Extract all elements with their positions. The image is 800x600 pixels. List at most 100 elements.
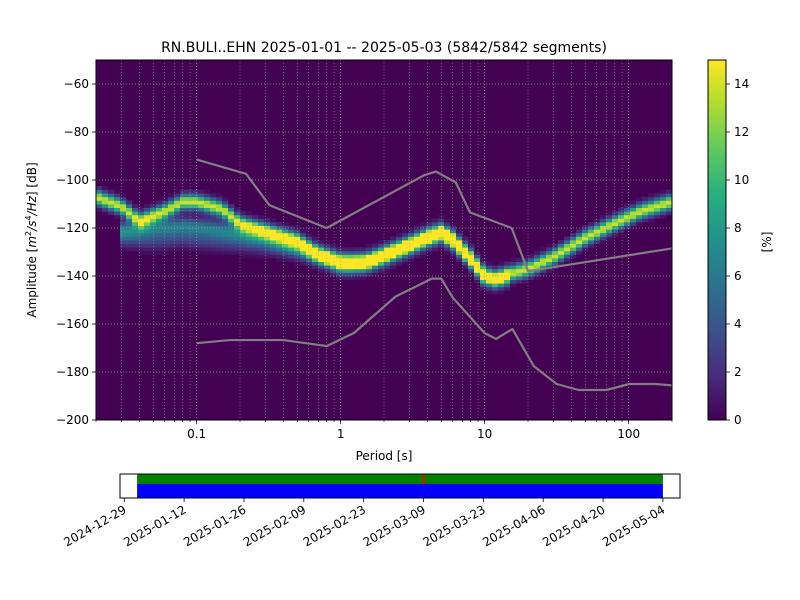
heatmap-cell [216,204,223,208]
heatmap-cell [306,265,313,270]
heatmap-cell [144,236,151,241]
heatmap-cell [414,229,421,234]
heatmap-cell [666,200,672,205]
heatmap-cell [222,240,229,244]
heatmap-cell [588,232,595,237]
heatmap-cell [546,250,553,255]
heatmap-cell [144,211,151,216]
heatmap-cell [528,265,535,270]
heatmap-cell [162,200,169,205]
heatmap-cell [192,236,199,241]
heatmap-cell [582,243,589,248]
heatmap-cell [420,232,427,237]
heatmap-cell [174,240,181,244]
heatmap-cell [396,240,403,244]
heatmap-cell [552,261,559,266]
heatmap-cell [438,243,445,248]
heatmap-cell [372,272,379,277]
heatmap-cell [378,250,385,255]
heatmap-cell [216,193,223,198]
heatmap-cell [198,232,205,237]
heatmap-cell [534,250,541,255]
heatmap-cell [120,247,127,252]
heatmap-cell [168,243,175,248]
heatmap-cell [348,261,355,266]
heatmap-cell [606,222,613,226]
heatmap-cell [312,247,319,252]
heatmap-cell [234,236,241,241]
heatmap-cell [204,229,211,234]
heatmap-cell [246,211,253,216]
heatmap-cell [186,193,193,198]
heatmap-cell [300,240,307,244]
heatmap-cell [432,243,439,248]
heatmap-cell [330,258,337,262]
heatmap-cell [276,222,283,226]
heatmap-cell [450,243,457,248]
heatmap-cell [162,243,169,248]
heatmap-cell [114,211,121,216]
heatmap-cell [210,247,217,252]
heatmap-cell [474,279,481,284]
heatmap-cell [540,250,547,255]
heatmap-cell [408,236,415,241]
heatmap-cell [432,240,439,244]
heatmap-cell [324,250,331,255]
heatmap-cell [300,258,307,262]
heatmap-cell [282,250,289,255]
heatmap-cell [246,218,253,223]
heatmap-cell [126,229,133,234]
colorbar-ticks: 0 2 4 6 8 10 12 14 [726,77,749,427]
heatmap-cell [264,243,271,248]
heatmap-cell [384,268,391,273]
heatmap-cell [408,254,415,259]
heatmap-cell [384,254,391,259]
heatmap-cell [396,250,403,255]
heatmap-cell [486,261,493,266]
heatmap-cell [474,258,481,262]
heatmap-cell [210,196,217,201]
heatmap-cell [324,265,331,270]
heatmap-cell [246,236,253,241]
heatmap-cell [288,258,295,262]
heatmap-cell [222,229,229,234]
heatmap-cell [168,204,175,208]
y-tick-label: −60 [64,77,89,91]
heatmap-cell [546,268,553,273]
heatmap-cell [384,258,391,262]
heatmap-cell [414,232,421,237]
heatmap-cell [258,250,265,255]
heatmap-cell [102,204,109,208]
heatmap-cell [456,240,463,244]
heatmap-cell [186,211,193,216]
heatmap-cell [384,247,391,252]
heatmap-cell [366,265,373,270]
heatmap-cell [528,258,535,262]
heatmap-cell [276,243,283,248]
colorbar-tick-label: 0 [734,413,742,427]
heatmap-cell [126,204,133,208]
heatmap-cell [120,240,127,244]
heatmap-cell [468,265,475,270]
heatmap-cell [186,196,193,201]
heatmap-cell [480,279,487,284]
heatmap-cell [300,229,307,234]
heatmap-cell [570,243,577,248]
heatmap-cell [480,261,487,266]
heatmap-cell [186,214,193,219]
heatmap-cell [126,200,133,205]
heatmap-cell [162,222,169,226]
heatmap-cell [636,222,643,226]
heatmap-cell [234,211,241,216]
heatmap-cell [300,247,307,252]
heatmap-cell [132,236,139,241]
heatmap-cell [342,258,349,262]
heatmap-cell [162,214,169,219]
heatmap-cell [426,240,433,244]
heatmap-cell [504,265,511,270]
heatmap-cell [372,250,379,255]
heatmap-cell [234,232,241,237]
heatmap-cell [588,229,595,234]
y-tick-label: −120 [56,221,89,235]
heatmap-cell [246,250,253,255]
